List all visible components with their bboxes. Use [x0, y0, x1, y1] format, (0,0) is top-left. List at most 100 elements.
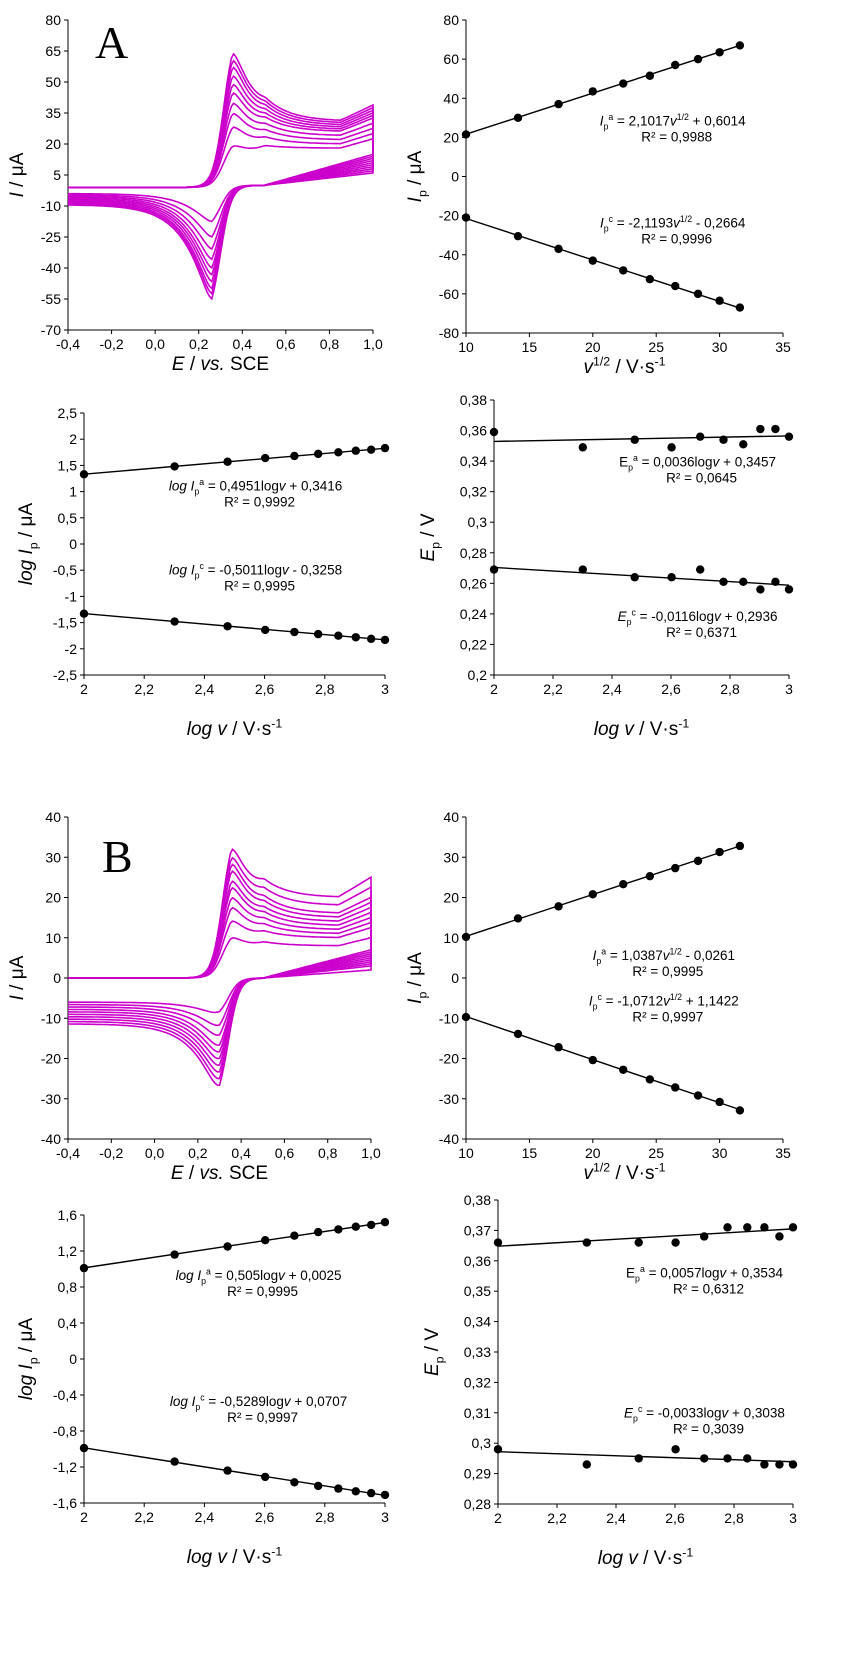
x-tick-label: 3	[381, 1509, 389, 1525]
y-tick-label: -10	[439, 1010, 459, 1026]
data-point	[79, 609, 89, 618]
data-point	[739, 577, 748, 587]
chart-5: -40 -30 -20 -10 0 10 20 30 40 -0,4 -0,2 0,0 0,2 0,4 0,…	[7, 809, 381, 1184]
data-point	[380, 635, 390, 645]
y-tick-label: -0,8	[53, 1423, 77, 1439]
data-point	[723, 1454, 732, 1463]
data-point	[493, 1238, 503, 1247]
x-tick-label: 15	[522, 339, 538, 355]
y-tick-label: 0	[53, 970, 61, 986]
data-point	[351, 633, 361, 642]
data-point	[693, 1091, 703, 1100]
r-squared-label: R² = 0,9995	[227, 1284, 298, 1299]
data-point	[630, 435, 639, 444]
x-tick-label: 20	[585, 339, 601, 355]
y-tick-label: -70	[41, 322, 61, 338]
data-point	[513, 113, 523, 123]
y-tick-label: -10	[41, 1010, 61, 1026]
x-axis-label: E / vs. SCE	[172, 354, 269, 375]
regression-equation: Epc = -0,0033logv + 0,3038	[624, 1404, 785, 1423]
y-axis-label: Ep / V	[422, 1328, 447, 1376]
data-point	[719, 435, 728, 444]
x-tick-label: 1,0	[363, 336, 383, 352]
chart-6: -40 -30 -20 -10 0 10 20 30 40 10 15 20 25 30 35 v1/2 / …	[405, 809, 791, 1184]
x-axis-label: log v / V·s-1	[598, 1545, 694, 1569]
data-point	[334, 631, 343, 640]
x-tick-label: 15	[522, 1145, 538, 1161]
y-tick-label: 0,38	[464, 1192, 491, 1208]
x-tick-label: -0,2	[100, 336, 124, 352]
data-point	[79, 470, 89, 479]
data-point	[756, 424, 765, 434]
chart-3: -2,5 -2 -1,5 -1 -0,5 0 0,5 1 1,5 2 2,5 2 2,2 2,4 2,6 2,…	[16, 405, 390, 740]
y-tick-label: 0,3	[472, 1435, 492, 1451]
data-point	[784, 585, 794, 594]
y-tick-label: 0,34	[464, 1314, 491, 1330]
x-tick-label: 2,4	[602, 681, 622, 697]
data-point	[261, 625, 270, 635]
y-tick-label: 60	[443, 51, 459, 67]
data-point	[671, 863, 680, 873]
data-point	[771, 577, 780, 587]
chart-7: -1,6 -1,2 -0,8 -0,4 0 0,4 0,8 1,2 1,6 2 2,2 2,4 2,6 2…	[16, 1207, 390, 1568]
y-axis-label: Ip / μA	[405, 952, 430, 1004]
y-tick-label: 0,36	[464, 1253, 491, 1269]
data-point	[582, 1238, 591, 1247]
data-point	[79, 1443, 89, 1453]
y-tick-label: 0,8	[58, 1279, 78, 1295]
regression-equation: log Ipc = -0,5011logv - 0,3258	[169, 561, 342, 580]
y-tick-label: -40	[41, 260, 61, 276]
y-tick-label: 80	[45, 12, 61, 28]
r-squared-label: R² = 0,0645	[666, 470, 737, 485]
trendline	[493, 435, 790, 443]
x-tick-label: 2,8	[315, 1509, 335, 1525]
x-tick-label: 0,0	[145, 1145, 165, 1161]
data-point	[554, 1043, 563, 1052]
x-tick-label: 0,0	[145, 336, 165, 352]
x-tick-label: 2,4	[195, 681, 215, 697]
y-tick-label: 1,5	[58, 457, 78, 473]
x-tick-label: 0,6	[275, 1145, 295, 1161]
data-point	[578, 565, 587, 574]
r-squared-label: R² = 0,9996	[641, 231, 712, 246]
x-axis-label: log v / V·s-1	[594, 716, 690, 740]
y-tick-label: 0,26	[460, 575, 487, 591]
y-tick-label: 0,28	[464, 1496, 491, 1512]
x-tick-label: 2,6	[255, 681, 275, 697]
data-point	[513, 914, 523, 923]
panel-label-a: A	[95, 17, 129, 68]
data-point	[366, 1488, 376, 1498]
y-tick-label: -30	[41, 1091, 61, 1107]
x-tick-label: 25	[648, 339, 664, 355]
regression-equation: Epc = -0,0116logv + 0,2936	[618, 607, 778, 626]
x-tick-label: 2,8	[315, 681, 335, 697]
data-point	[700, 1454, 709, 1463]
y-tick-label: 0,28	[460, 545, 487, 561]
y-tick-label: 0,37	[464, 1222, 491, 1238]
data-point	[588, 87, 597, 96]
cv-curve	[68, 848, 372, 1087]
y-tick-label: -10	[41, 198, 61, 214]
data-point	[630, 573, 639, 582]
data-point	[739, 440, 748, 449]
x-tick-label: 0,6	[276, 336, 296, 352]
x-tick-label: 35	[775, 1145, 791, 1161]
r-squared-label: R² = 0,9995	[632, 964, 703, 979]
x-tick-label: 2,2	[543, 681, 563, 697]
data-point	[735, 1106, 745, 1115]
data-point	[334, 448, 343, 457]
x-tick-label: 2,6	[255, 1509, 275, 1525]
data-point	[735, 841, 745, 851]
data-point	[313, 449, 323, 459]
data-point	[290, 1478, 299, 1487]
y-tick-label: -60	[439, 286, 459, 302]
x-tick-label: 2,2	[547, 1510, 567, 1526]
regression-equation: Ipc = -1,0712v1/2 + 1,1422	[589, 992, 739, 1011]
y-tick-label: 65	[45, 43, 61, 59]
data-point	[513, 231, 523, 241]
data-point	[461, 1012, 471, 1022]
data-point	[223, 457, 232, 466]
data-point	[493, 1445, 503, 1454]
data-point	[223, 1466, 232, 1475]
regression-equation: log Ipc = -0,5289logv + 0,0707	[170, 1392, 347, 1411]
